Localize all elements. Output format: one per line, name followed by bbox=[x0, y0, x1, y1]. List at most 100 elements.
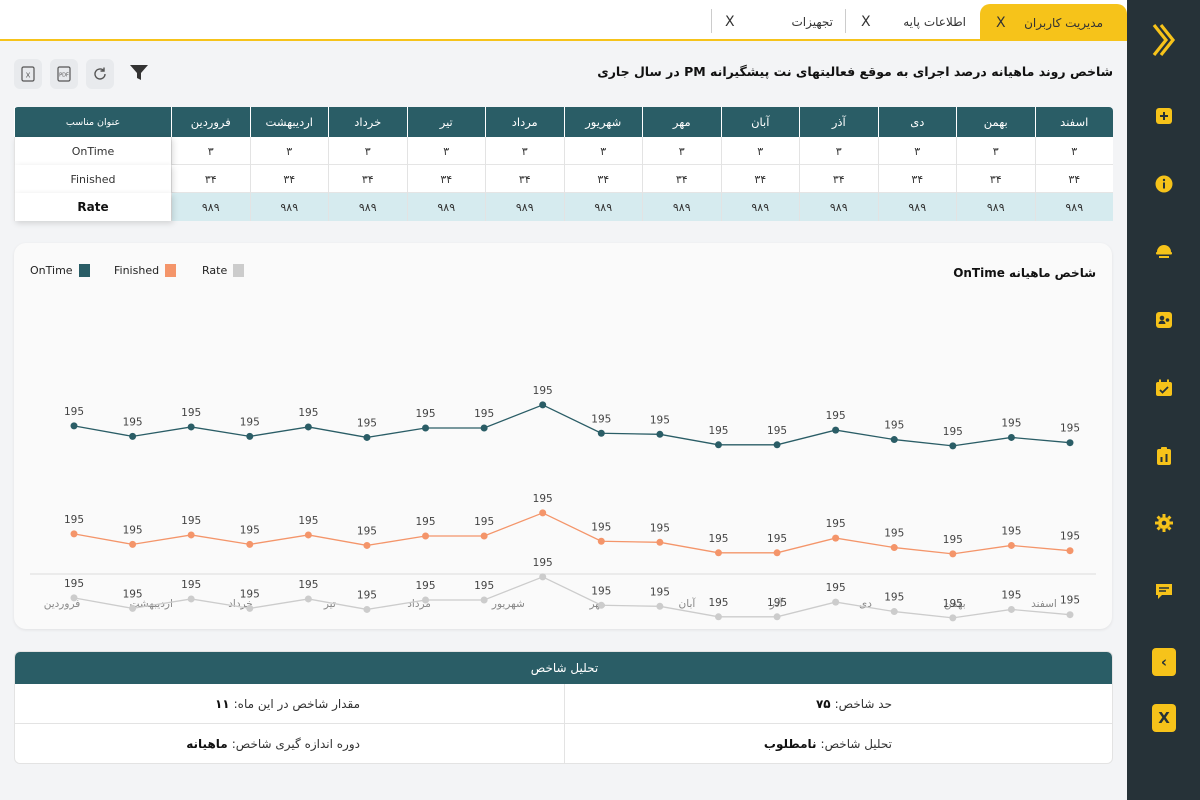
data-point[interactable] bbox=[656, 538, 664, 546]
x-tick-label: فروردین bbox=[44, 598, 81, 610]
data-point[interactable] bbox=[304, 531, 312, 539]
data-point[interactable] bbox=[890, 608, 898, 616]
tab-label: تجهیزات bbox=[791, 14, 834, 29]
data-point[interactable] bbox=[1066, 547, 1074, 555]
data-point[interactable] bbox=[480, 532, 488, 540]
add-icon[interactable] bbox=[1152, 104, 1176, 128]
data-point[interactable] bbox=[1007, 433, 1015, 441]
filter-icon[interactable] bbox=[127, 61, 151, 85]
clipboard-chart-icon[interactable] bbox=[1152, 444, 1176, 468]
tab-user-management[interactable]: X مدیریت کاربران bbox=[980, 4, 1127, 41]
data-point[interactable] bbox=[480, 424, 488, 432]
table-cell: ۳ bbox=[563, 137, 643, 165]
calendar-icon[interactable] bbox=[1152, 376, 1176, 400]
data-point[interactable] bbox=[187, 423, 195, 431]
data-point[interactable] bbox=[714, 613, 722, 621]
data-point[interactable] bbox=[187, 531, 195, 539]
data-point[interactable] bbox=[304, 595, 312, 603]
worker-helmet-icon[interactable] bbox=[1152, 239, 1176, 263]
legend-item-finished[interactable]: Finished bbox=[114, 264, 177, 277]
table-cell: ۹۸۹ bbox=[171, 193, 250, 221]
data-point[interactable] bbox=[656, 430, 664, 438]
data-point[interactable] bbox=[597, 601, 605, 609]
legend-item-rate[interactable]: Rate bbox=[202, 264, 245, 277]
data-point[interactable] bbox=[304, 423, 312, 431]
data-label: 195 bbox=[181, 579, 201, 591]
data-point[interactable] bbox=[890, 544, 898, 552]
data-point[interactable] bbox=[597, 537, 605, 545]
data-point[interactable] bbox=[422, 424, 430, 432]
legend-label: OnTime bbox=[30, 264, 73, 277]
data-point[interactable] bbox=[539, 573, 547, 581]
data-point[interactable] bbox=[246, 432, 254, 440]
data-point[interactable] bbox=[773, 441, 781, 449]
data-point[interactable] bbox=[246, 540, 254, 548]
data-point[interactable] bbox=[539, 401, 547, 409]
pdf-export-button[interactable]: PDF bbox=[50, 59, 78, 89]
tab-equipment[interactable]: X تجهیزات bbox=[711, 4, 845, 39]
data-point[interactable] bbox=[129, 540, 137, 548]
data-point[interactable] bbox=[773, 613, 781, 621]
data-point[interactable] bbox=[832, 534, 840, 542]
table-cell: ۳۴ bbox=[563, 165, 643, 193]
logo-icon[interactable] bbox=[1151, 22, 1177, 58]
row-label: OnTime bbox=[14, 137, 171, 165]
data-point[interactable] bbox=[363, 541, 371, 549]
data-point[interactable] bbox=[129, 432, 137, 440]
table-row: ۳۴ ۳۴ ۳۴ ۳۴ ۳۴ ۳۴ ۳۴ ۳۴ ۳۴ ۳۴ ۳۴ ۳۴ Finished bbox=[14, 165, 1113, 193]
users-icon[interactable] bbox=[1152, 308, 1176, 332]
tab-divider bbox=[711, 9, 712, 33]
data-point[interactable] bbox=[832, 426, 840, 434]
data-point[interactable] bbox=[129, 604, 137, 612]
table-header: اسفند بهمن دی آذر آبان مهر شهریور مرداد تیر خرداد… bbox=[14, 107, 1113, 137]
close-sidebar-button[interactable]: X bbox=[1152, 704, 1176, 732]
data-point[interactable] bbox=[70, 530, 78, 538]
table-cell: ۹۸۹ bbox=[249, 193, 329, 221]
data-label: 195 bbox=[943, 598, 963, 610]
data-point[interactable] bbox=[1007, 605, 1015, 613]
data-point[interactable] bbox=[597, 429, 605, 437]
legend-item-ontime[interactable]: OnTime bbox=[30, 264, 90, 277]
table-cell: ۳ bbox=[1034, 137, 1114, 165]
x-tick-label: تیر bbox=[323, 598, 336, 610]
data-point[interactable] bbox=[187, 595, 195, 603]
info-icon[interactable] bbox=[1152, 172, 1176, 196]
data-point[interactable] bbox=[714, 549, 722, 557]
data-point[interactable] bbox=[70, 422, 78, 430]
x-tick-label: بهمن bbox=[944, 598, 966, 610]
data-point[interactable] bbox=[1007, 541, 1015, 549]
data-point[interactable] bbox=[363, 433, 371, 441]
close-icon[interactable]: X bbox=[861, 13, 871, 30]
data-point[interactable] bbox=[1066, 439, 1074, 447]
data-point[interactable] bbox=[949, 442, 957, 450]
data-point[interactable] bbox=[773, 549, 781, 557]
excel-export-button[interactable]: X bbox=[14, 59, 42, 89]
data-point[interactable] bbox=[890, 436, 898, 444]
data-point[interactable] bbox=[246, 604, 254, 612]
data-point[interactable] bbox=[949, 550, 957, 558]
chart-card: شاخص ماهیانه OnTime OnTime Finished Rate… bbox=[14, 243, 1112, 629]
data-point[interactable] bbox=[949, 614, 957, 622]
tab-base-info[interactable]: X اطلاعات پایه bbox=[845, 4, 980, 39]
refresh-button[interactable] bbox=[86, 59, 114, 89]
chevron-left-icon[interactable]: ‹ bbox=[1152, 648, 1176, 676]
data-point[interactable] bbox=[422, 532, 430, 540]
data-label: 195 bbox=[64, 514, 84, 526]
data-point[interactable] bbox=[539, 509, 547, 517]
data-point[interactable] bbox=[714, 441, 722, 449]
data-point[interactable] bbox=[363, 605, 371, 613]
data-point[interactable] bbox=[70, 594, 78, 602]
data-label: 195 bbox=[1001, 525, 1021, 537]
data-point[interactable] bbox=[480, 596, 488, 604]
table-cell: ۳۴ bbox=[249, 165, 329, 193]
data-point[interactable] bbox=[832, 598, 840, 606]
data-point[interactable] bbox=[1066, 611, 1074, 619]
data-label: 195 bbox=[650, 586, 670, 598]
close-icon[interactable]: X bbox=[725, 13, 735, 30]
message-icon[interactable] bbox=[1152, 579, 1176, 603]
table-cell: ۹۸۹ bbox=[485, 193, 564, 221]
data-point[interactable] bbox=[422, 596, 430, 604]
settings-icon[interactable] bbox=[1152, 511, 1176, 535]
data-point[interactable] bbox=[656, 602, 664, 610]
close-icon[interactable]: X bbox=[996, 14, 1006, 31]
